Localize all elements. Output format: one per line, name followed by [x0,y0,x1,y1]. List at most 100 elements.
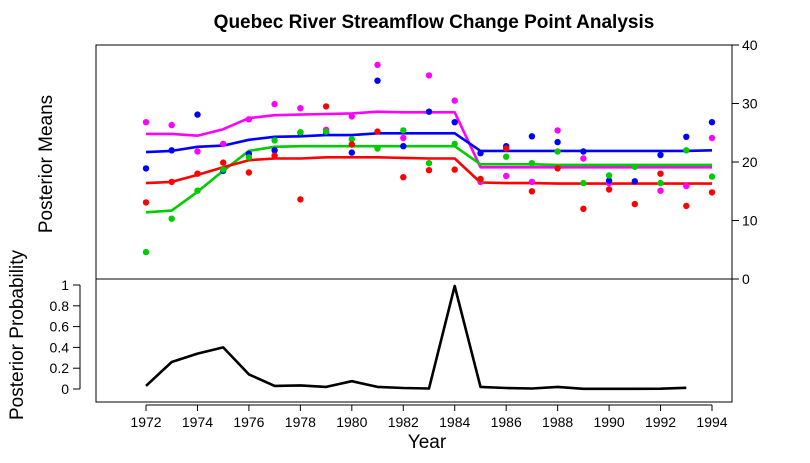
series-2-point [220,166,227,173]
series-3-point [528,188,536,195]
series-3-point [477,175,484,183]
series-2-point [271,137,278,144]
series-3-point [271,152,278,159]
top-y-tick-label: 30 [742,96,758,112]
series-0-point [142,119,150,126]
series-0-point [297,105,304,112]
bottom-y-axis-label: Posterior Probability [7,249,28,420]
series-2-point [400,127,407,134]
chart-title: Quebec River Streamflow Change Point Ana… [214,12,655,33]
series-1-point [425,108,433,115]
series-0-point [220,140,227,148]
series-2-point [168,215,175,222]
series-2-point [554,148,561,155]
series-1-point [580,148,587,155]
series-2-point [194,187,201,194]
bottom-y-tick-label: 0 [61,381,69,397]
series-0-point [400,134,407,142]
series-1-point [528,133,536,140]
series-2-point [503,153,510,160]
series-3-point [374,128,381,135]
series-2-point [683,147,690,154]
bottom-y-axis: 0 0.2 0.4 0.6 0.8 1 [50,277,81,397]
bottom-y-tick-label: 0.4 [50,339,70,355]
bottom-y-tick-label: 1 [61,277,69,293]
x-tick-label: 1978 [285,414,316,430]
series-3-point [220,159,227,166]
bottom-y-tick-label: 0.6 [50,319,70,335]
series-3-point [322,103,330,110]
x-tick-label: 1986 [491,414,522,430]
series-3-point [554,165,561,172]
x-tick-label: 1992 [645,414,676,430]
series-2-point [322,128,330,135]
series-3-point [348,141,355,148]
top-panel-frame [95,44,733,280]
series-2-point [297,129,304,136]
x-tick-label: 1974 [182,414,213,430]
top-y-axis-label: Posterior Means [36,95,57,233]
series-line-3 [145,156,712,185]
top-y-tick-label: 0 [742,271,750,287]
series-2-point [657,179,664,187]
series-1-point [708,119,716,126]
series-0-point [554,127,561,134]
top-series-points [142,61,716,256]
series-2-point [348,136,355,143]
series-3-point [631,200,638,208]
series-1-point [194,111,201,118]
series-1-point [168,147,175,154]
probability-series [145,284,687,391]
series-2-point [374,145,381,152]
series-1-point [477,150,484,157]
series-1-point [451,119,458,126]
series-2-point [528,160,536,167]
series-2-point [142,248,150,256]
series-3-point [503,145,510,152]
x-tick-label: 1990 [594,414,625,430]
series-0-point [194,148,201,155]
top-y-axis: 0 10 20 30 40 [732,37,758,287]
series-1-point [142,165,150,172]
series-2-point [245,154,253,161]
series-1-point [657,151,664,159]
series-3-point [657,170,664,177]
top-y-tick-label: 10 [742,213,758,229]
series-line-2 [145,144,712,214]
series-0-point [528,178,536,186]
series-3-point [245,169,253,176]
series-3-point [605,186,613,193]
series-0-point [503,172,510,180]
probability-line [145,284,687,391]
series-0-point [245,116,253,123]
series-0-point [580,155,587,162]
top-y-tick-label: 40 [742,37,758,53]
bottom-y-tick-label: 0.2 [50,360,70,376]
series-1-point [400,143,407,150]
series-1-point [605,177,613,184]
series-3-point [168,178,175,186]
x-tick-label: 1980 [336,414,367,430]
series-3-point [400,174,407,181]
series-1-point [554,138,561,146]
series-0-point [374,61,381,69]
x-tick-label: 1988 [542,414,573,430]
x-axis: 1972 1974 1976 1978 1980 1982 1984 1986 1988 1990… [130,404,728,430]
series-line-1 [145,132,713,154]
series-0-point [451,97,458,104]
series-3-point [425,167,433,174]
series-1-point [374,77,381,84]
series-0-point [348,113,355,120]
series-1-point [348,149,355,156]
series-3-point [451,166,458,173]
series-1-point [631,178,638,185]
series-2-point [451,140,458,148]
series-2-point [580,179,587,187]
series-3-point [683,202,690,210]
series-2-point [605,172,613,179]
series-3-point [297,196,304,203]
series-2-point [425,160,433,167]
x-tick-label: 1984 [439,414,470,430]
series-3-point [142,199,150,206]
